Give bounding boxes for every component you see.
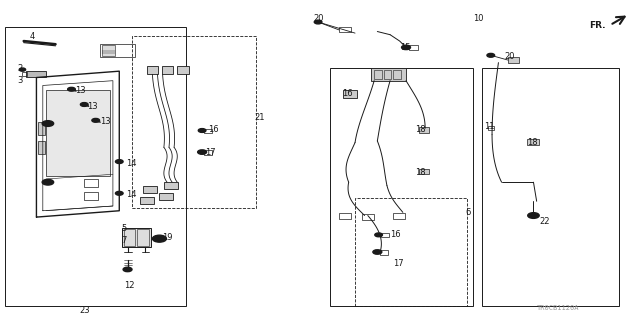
- Circle shape: [198, 129, 206, 132]
- Circle shape: [42, 179, 54, 185]
- Text: 16: 16: [342, 89, 353, 98]
- Bar: [362, 214, 374, 220]
- Text: 10: 10: [473, 14, 483, 23]
- Text: 12: 12: [124, 281, 134, 290]
- Text: 13: 13: [88, 101, 98, 111]
- Text: 14: 14: [125, 190, 136, 199]
- Text: 22: 22: [540, 217, 550, 226]
- Bar: [84, 192, 99, 200]
- Bar: [38, 141, 45, 154]
- Bar: [177, 67, 189, 74]
- Text: FR.: FR.: [589, 21, 605, 30]
- Bar: [339, 27, 351, 32]
- Circle shape: [487, 53, 495, 57]
- Bar: [143, 186, 157, 193]
- Text: 17: 17: [394, 259, 404, 268]
- Text: 16: 16: [209, 125, 219, 134]
- Circle shape: [198, 150, 207, 154]
- Text: 17: 17: [205, 148, 216, 156]
- Text: 18: 18: [527, 138, 538, 147]
- Bar: [147, 67, 158, 74]
- Bar: [381, 233, 389, 237]
- Bar: [488, 126, 494, 130]
- Bar: [100, 44, 135, 57]
- Text: 18: 18: [415, 168, 426, 177]
- Bar: [22, 72, 27, 76]
- Bar: [384, 69, 392, 79]
- Bar: [508, 57, 520, 63]
- Text: 13: 13: [75, 86, 85, 95]
- Bar: [204, 149, 212, 155]
- Circle shape: [152, 235, 166, 242]
- Circle shape: [68, 87, 76, 91]
- Circle shape: [314, 20, 322, 24]
- Text: 21: 21: [254, 113, 265, 122]
- Bar: [374, 69, 382, 79]
- Text: 6: 6: [465, 208, 470, 217]
- Bar: [483, 68, 620, 306]
- Bar: [38, 122, 45, 135]
- Text: 4: 4: [30, 32, 35, 41]
- Circle shape: [115, 160, 123, 164]
- Text: 15: 15: [399, 43, 410, 52]
- Text: 3: 3: [17, 76, 22, 85]
- Circle shape: [92, 118, 100, 122]
- Bar: [343, 90, 357, 98]
- Bar: [527, 140, 539, 145]
- Bar: [102, 45, 115, 56]
- Bar: [394, 69, 401, 79]
- Text: 20: 20: [314, 14, 324, 23]
- Bar: [124, 229, 135, 246]
- Bar: [371, 68, 406, 81]
- Text: 11: 11: [484, 122, 495, 131]
- Circle shape: [401, 45, 410, 50]
- Text: 23: 23: [79, 306, 90, 315]
- Bar: [164, 181, 178, 188]
- Text: 5: 5: [121, 224, 127, 233]
- Circle shape: [528, 213, 540, 218]
- Bar: [162, 67, 173, 74]
- Circle shape: [375, 233, 383, 237]
- Bar: [339, 213, 351, 219]
- Bar: [84, 179, 99, 187]
- Text: 14: 14: [125, 159, 136, 168]
- Text: 13: 13: [100, 117, 111, 126]
- Bar: [204, 129, 212, 133]
- Text: 2: 2: [17, 63, 22, 73]
- Text: 16: 16: [390, 230, 401, 239]
- Bar: [355, 198, 467, 306]
- Bar: [140, 197, 154, 204]
- Circle shape: [19, 68, 26, 71]
- Circle shape: [115, 191, 123, 195]
- Bar: [394, 213, 404, 219]
- Text: 20: 20: [505, 52, 515, 61]
- Bar: [137, 229, 148, 246]
- Text: 19: 19: [162, 233, 172, 242]
- Bar: [26, 71, 46, 77]
- Bar: [132, 36, 256, 208]
- Bar: [409, 44, 418, 50]
- Bar: [122, 228, 151, 247]
- Bar: [380, 250, 388, 254]
- Bar: [46, 90, 109, 176]
- Circle shape: [81, 103, 88, 106]
- Circle shape: [123, 267, 132, 272]
- Bar: [4, 27, 186, 306]
- Text: 7: 7: [121, 236, 127, 245]
- Circle shape: [42, 121, 54, 126]
- Bar: [419, 169, 429, 174]
- Text: 18: 18: [415, 125, 426, 134]
- Bar: [419, 127, 429, 133]
- Bar: [330, 68, 473, 306]
- Circle shape: [373, 250, 382, 254]
- Bar: [159, 193, 173, 200]
- Text: TR0CB1120A: TR0CB1120A: [537, 305, 579, 311]
